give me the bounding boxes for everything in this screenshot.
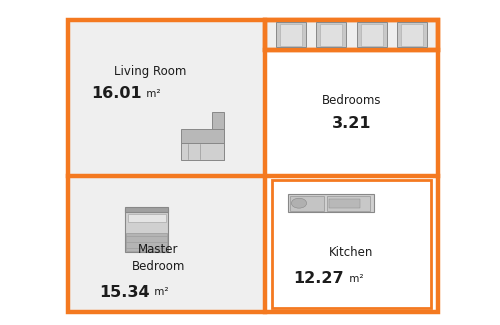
Text: 16.01: 16.01 [91, 86, 142, 101]
Bar [126, 233, 167, 251]
Bar [272, 180, 431, 308]
Circle shape [292, 198, 306, 208]
Text: Bedrooms: Bedrooms [322, 94, 381, 107]
Bar [397, 22, 427, 47]
Bar [125, 207, 168, 212]
Bar [266, 20, 438, 50]
Text: 15.34: 15.34 [99, 284, 150, 300]
Text: 3.21: 3.21 [332, 116, 371, 131]
Bar [402, 24, 423, 46]
Text: Living Room: Living Room [114, 65, 187, 78]
Bar [266, 20, 438, 176]
Bar [361, 24, 382, 46]
Bar [320, 24, 342, 46]
Bar [68, 176, 266, 312]
Bar [212, 112, 224, 160]
Text: Master
Bedroom: Master Bedroom [132, 243, 185, 273]
Text: 12.27: 12.27 [294, 271, 344, 286]
Bar [280, 24, 301, 46]
Bar [356, 22, 386, 47]
Bar [266, 176, 438, 312]
Bar [276, 22, 306, 47]
Bar [180, 129, 224, 143]
Text: Kitchen: Kitchen [330, 246, 374, 259]
Bar [316, 22, 346, 47]
Bar [290, 196, 324, 211]
Bar [328, 196, 370, 211]
Text: m²: m² [346, 274, 364, 284]
Text: m²: m² [143, 89, 160, 99]
Bar [180, 143, 224, 160]
Bar [125, 209, 168, 252]
Bar [68, 20, 438, 312]
Text: m²: m² [151, 287, 168, 297]
Bar [330, 199, 360, 209]
Bar [266, 20, 438, 50]
Bar [288, 194, 374, 212]
Bar [68, 20, 266, 176]
Bar [128, 214, 166, 222]
